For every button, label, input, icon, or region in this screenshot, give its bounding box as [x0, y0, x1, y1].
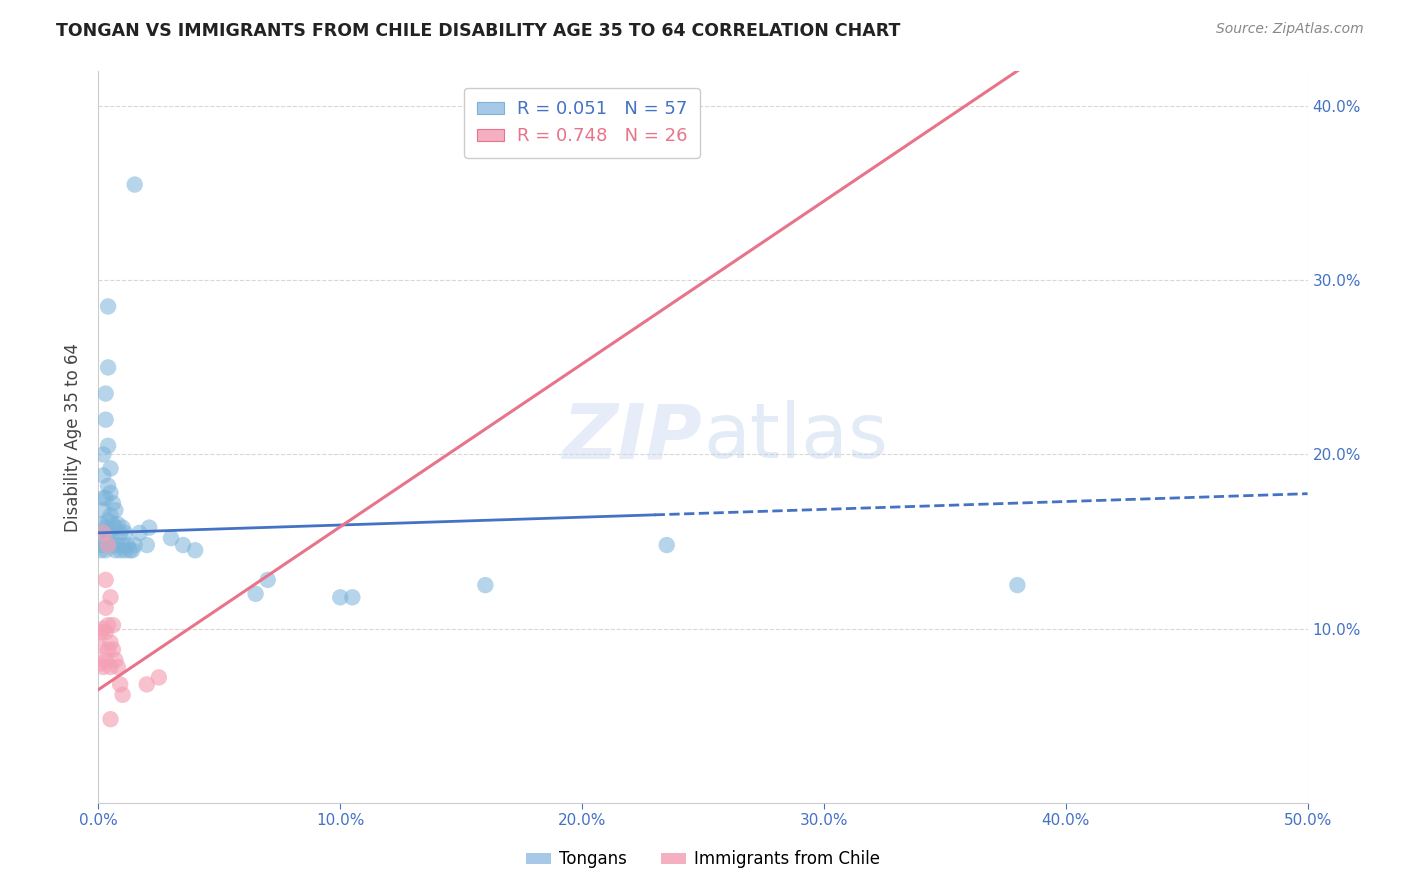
Point [111, 521, 134, 535]
Point [138, 521, 160, 535]
Point [101, 496, 124, 510]
Point [91, 531, 114, 545]
Point [118, 543, 141, 558]
Point [90, 517, 112, 532]
Point [1007, 578, 1029, 592]
Text: Source: ZipAtlas.com: Source: ZipAtlas.com [1216, 22, 1364, 37]
Point [108, 525, 131, 540]
Point [245, 587, 267, 601]
Point [90, 625, 112, 640]
Point [124, 538, 146, 552]
Point [101, 642, 124, 657]
Point [124, 178, 146, 192]
Point [172, 538, 194, 552]
Point [97, 300, 120, 314]
Point [97, 360, 120, 375]
Point [87, 639, 110, 653]
Point [111, 538, 134, 552]
Point [135, 677, 157, 691]
Point [104, 653, 127, 667]
Point [107, 517, 129, 532]
Text: atlas: atlas [703, 401, 887, 474]
Point [342, 591, 364, 605]
Point [111, 688, 134, 702]
Point [148, 670, 170, 684]
Text: ZIP: ZIP [564, 401, 703, 474]
Point [91, 448, 114, 462]
Legend: Tongans, Immigrants from Chile: Tongans, Immigrants from Chile [519, 844, 887, 875]
Point [101, 517, 124, 532]
Point [101, 538, 124, 552]
Point [97, 538, 120, 552]
Point [114, 525, 136, 540]
Point [94, 625, 117, 640]
Point [90, 657, 112, 671]
Point [117, 538, 139, 552]
Point [184, 543, 207, 558]
Point [94, 386, 117, 401]
Point [97, 479, 120, 493]
Point [160, 531, 183, 545]
Point [91, 525, 114, 540]
Point [256, 573, 278, 587]
Point [100, 591, 122, 605]
Point [91, 468, 114, 483]
Point [474, 578, 496, 592]
Text: TONGAN VS IMMIGRANTS FROM CHILE DISABILITY AGE 35 TO 64 CORRELATION CHART: TONGAN VS IMMIGRANTS FROM CHILE DISABILI… [56, 22, 901, 40]
Point [128, 525, 150, 540]
Point [97, 514, 120, 528]
Point [94, 543, 117, 558]
Point [90, 538, 112, 552]
Point [97, 538, 120, 552]
Point [90, 543, 112, 558]
Point [100, 660, 122, 674]
Point [87, 525, 110, 540]
Point [135, 538, 157, 552]
Point [94, 573, 117, 587]
Point [114, 543, 136, 558]
Point [100, 635, 122, 649]
Point [97, 642, 120, 657]
Point [97, 618, 120, 632]
Point [329, 591, 352, 605]
Point [94, 653, 117, 667]
Point [94, 412, 117, 426]
Point [100, 485, 122, 500]
Point [108, 543, 131, 558]
Point [94, 521, 117, 535]
Point [107, 660, 129, 674]
Point [655, 538, 678, 552]
Point [97, 525, 120, 540]
Point [100, 461, 122, 475]
Point [104, 543, 127, 558]
Point [121, 543, 143, 558]
Point [107, 538, 129, 552]
Point [100, 508, 122, 523]
Point [108, 677, 131, 691]
Point [91, 660, 114, 674]
Point [101, 618, 124, 632]
Point [94, 491, 117, 505]
Point [104, 503, 127, 517]
Point [100, 531, 122, 545]
Point [1018, 55, 1040, 70]
Point [100, 712, 122, 726]
Point [104, 521, 127, 535]
Y-axis label: Disability Age 35 to 64: Disability Age 35 to 64 [65, 343, 83, 532]
Point [97, 439, 120, 453]
Point [94, 600, 117, 615]
Point [91, 491, 114, 505]
Point [91, 622, 114, 636]
Point [91, 503, 114, 517]
